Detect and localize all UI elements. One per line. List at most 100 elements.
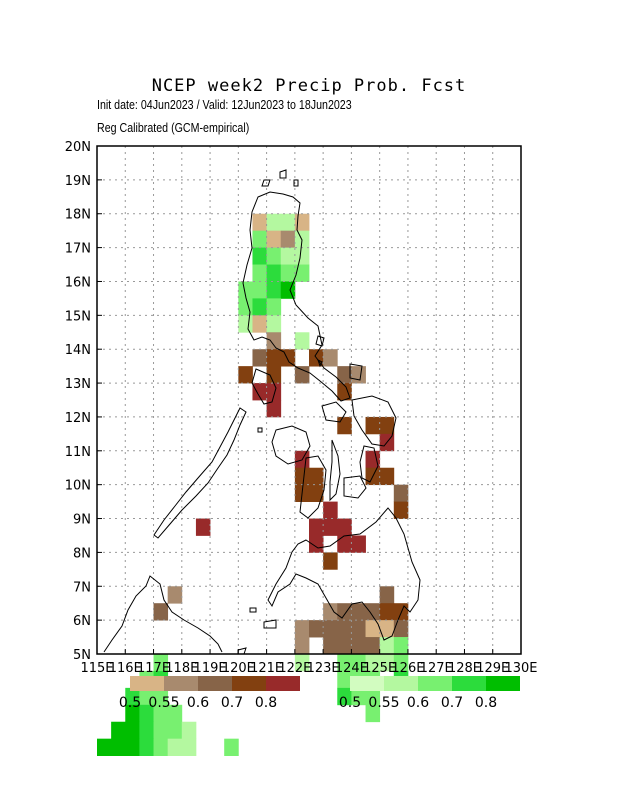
prob-cell (365, 450, 381, 469)
y-tick-label: 18N (65, 208, 91, 223)
prob-cell (153, 603, 169, 621)
prob-cell (181, 738, 197, 756)
prob-cell (323, 552, 338, 570)
prob-cell (379, 416, 395, 435)
y-tick-label: 10N (65, 479, 91, 494)
prob-cell (252, 315, 267, 333)
prob-cell (365, 687, 381, 706)
prob-cell (266, 281, 282, 299)
x-tick-label: 118E (165, 661, 198, 676)
y-tick-label: 11N (65, 445, 91, 460)
prob-cell (379, 620, 395, 638)
x-tick-label: 117E (137, 661, 170, 676)
prob-cell (266, 332, 282, 350)
y-tick-label: 19N (65, 174, 91, 189)
prob-cell (167, 586, 183, 604)
prob-cell (266, 264, 282, 282)
prob-cell (252, 349, 267, 367)
prob-cell (351, 535, 366, 553)
legend-swatch (198, 676, 232, 691)
prob-cell (309, 535, 324, 553)
legend-label: 0.5 (119, 695, 141, 711)
prob-cell (393, 501, 409, 519)
prob-cell (252, 247, 267, 265)
prob-cell (365, 704, 381, 723)
x-tick-label: 115E (80, 661, 113, 676)
prob-cell (266, 383, 282, 401)
legend-swatch (130, 676, 164, 691)
map-title: NCEP week2 Precip Prob. Fcst (151, 76, 467, 96)
probability-cells (97, 213, 409, 756)
y-tick-label: 16N (65, 275, 91, 290)
legend-label: 0.7 (441, 695, 463, 711)
prob-cell (139, 704, 154, 723)
prob-cell (337, 687, 352, 706)
legend-above-normal: 0.5 0.55 0.6 0.7 0.8 (339, 676, 520, 711)
prob-cell (238, 366, 253, 384)
prob-cell (337, 383, 352, 401)
prob-cell (252, 281, 267, 299)
prob-cell (280, 213, 296, 232)
prob-cell (294, 620, 310, 638)
prob-cell (337, 416, 352, 435)
prob-cell (379, 637, 395, 655)
prob-cell (111, 721, 126, 740)
legend-swatch (266, 676, 300, 691)
prob-cell (337, 620, 352, 638)
prob-cell (393, 654, 409, 672)
legend-swatch (164, 676, 198, 691)
prob-cell (393, 637, 409, 655)
legend-label: 0.6 (187, 695, 209, 711)
prob-cell (252, 213, 267, 232)
legend: 0.5 0.55 0.6 0.7 0.8 0.5 0.55 0.6 0.7 0.8 (119, 676, 520, 711)
calibration-note: Reg Calibrated (GCM-empirical) (97, 120, 250, 135)
prob-cell (365, 416, 381, 435)
prob-cell (351, 687, 366, 706)
legend-swatch (486, 676, 520, 691)
prob-cell (252, 298, 267, 316)
x-tick-label: 116E (109, 661, 142, 676)
prob-cell (337, 518, 352, 536)
init-valid-dates: Init date: 04Jun2023 / Valid: 12Jun2023 … (97, 97, 352, 112)
prob-cell (224, 738, 239, 756)
y-tick-label: 13N (65, 377, 91, 392)
prob-cell (323, 349, 338, 367)
x-tick-label: 124E (335, 661, 368, 676)
prob-cell (294, 247, 310, 265)
prob-cell (337, 535, 352, 553)
prob-cell (266, 298, 282, 316)
x-tick-label: 121E (250, 661, 283, 676)
y-tick-label: 12N (65, 411, 91, 426)
prob-cell (97, 738, 112, 756)
legend-label: 0.5 (339, 695, 361, 711)
prob-cell (153, 687, 169, 706)
legend-swatch (232, 676, 266, 691)
prob-cell (337, 670, 352, 689)
prob-cell (323, 501, 338, 519)
prob-cell (379, 654, 395, 672)
prob-cell (238, 298, 253, 316)
prob-cell (351, 366, 366, 384)
prob-cell (167, 704, 183, 723)
y-axis-ticks: 5N 6N 7N 8N 9N 10N 11N 12N 13N 14N 15N 16N 17N 18N 19N… (65, 140, 102, 663)
legend-label: 0.55 (148, 695, 179, 711)
prob-cell (252, 264, 267, 282)
x-tick-label: 125E (363, 661, 396, 676)
prob-cell (379, 603, 395, 621)
map-frame (96, 145, 522, 655)
x-tick-label: 129E (476, 661, 509, 676)
prob-cell (280, 264, 296, 282)
prob-cell (266, 213, 282, 232)
prob-cell (337, 603, 352, 621)
prob-cell (195, 518, 211, 536)
x-tick-label: 128E (448, 661, 481, 676)
legend-label: 0.8 (255, 695, 277, 711)
y-tick-label: 8N (73, 546, 91, 561)
prob-cell (125, 704, 140, 723)
legend-below-normal: 0.5 0.55 0.6 0.7 0.8 (119, 676, 300, 711)
prob-cell (309, 484, 324, 502)
legend-label: 0.8 (475, 695, 497, 711)
y-tick-label: 20N (65, 140, 91, 155)
x-tick-label: 123E (307, 661, 340, 676)
y-tick-label: 14N (65, 343, 91, 358)
